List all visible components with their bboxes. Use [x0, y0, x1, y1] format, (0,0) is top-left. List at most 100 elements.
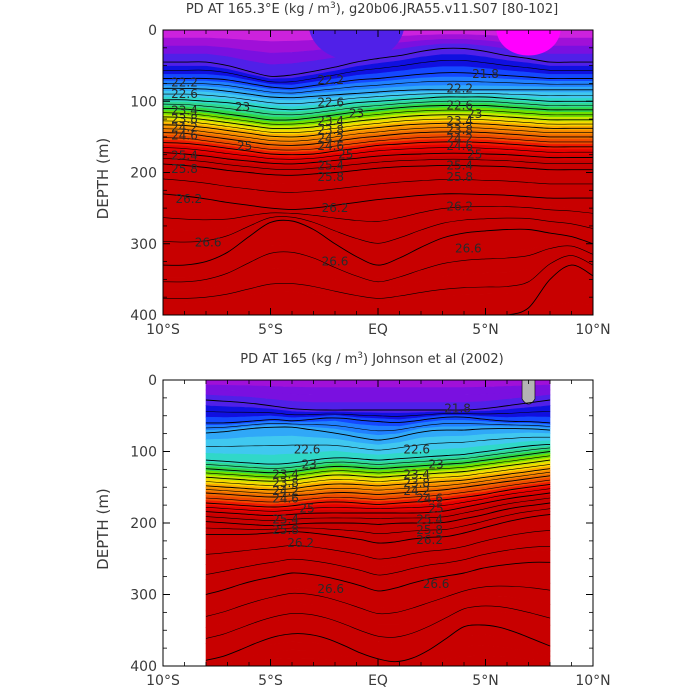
- contour-label: 26.2: [446, 200, 473, 214]
- contour-line: [205, 455, 551, 478]
- contour-line: [205, 411, 551, 417]
- y-tick-label: 300: [130, 588, 157, 604]
- x-tick-label: 10°N: [575, 673, 610, 689]
- contour-label: 22.6: [294, 442, 321, 456]
- contour-label: 26.6: [317, 582, 344, 596]
- contour-label: 21.8: [472, 67, 499, 81]
- contour-labels: 22.222.62323.423.824.224.62525.425.826.2…: [171, 67, 499, 268]
- y-tick-label: 400: [130, 308, 157, 324]
- density-contour-lines: [205, 399, 551, 663]
- contour-label: 25: [299, 502, 314, 516]
- contour-line: [205, 471, 551, 494]
- chart-title: PD AT 165 (kg / m3) Johnson et al (2002): [240, 351, 504, 367]
- contour-label: 25.4: [446, 158, 473, 172]
- contour-label: 25.4: [317, 158, 344, 172]
- contour-line: [205, 468, 551, 491]
- contour-line: [163, 93, 593, 105]
- contour-line: [205, 451, 551, 474]
- contour-label: 25: [237, 139, 252, 153]
- x-tick-label: 5°N: [472, 673, 498, 689]
- y-tick-label: 200: [130, 166, 157, 182]
- contour-label: 23.4: [272, 467, 299, 481]
- contour-line: [163, 118, 593, 134]
- contour-label: 25.8: [416, 523, 443, 537]
- surface-maximum-patch: [496, 30, 561, 56]
- contour-line: [163, 104, 593, 121]
- contour-label: 23: [349, 106, 364, 120]
- contour-line: [205, 464, 551, 486]
- contour-line: [205, 436, 551, 451]
- contour-line: [205, 475, 551, 498]
- contour-label: 26.6: [322, 255, 349, 269]
- contour-label: 23.4: [171, 104, 198, 118]
- contour-label: 24.2: [403, 484, 430, 498]
- contour-line: [163, 206, 593, 222]
- contour-label: 26.2: [416, 533, 443, 547]
- contour-label: 22.6: [403, 442, 430, 456]
- contour-label: 24.6: [317, 139, 344, 153]
- panel-model-section: 22.222.62323.423.824.224.62525.425.826.2…: [94, 1, 611, 338]
- density-band: [163, 257, 593, 315]
- contour-line: [163, 152, 593, 165]
- contour-label: 24.2: [446, 131, 473, 145]
- contour-line: [163, 87, 593, 99]
- contour-line: [163, 131, 593, 146]
- contour-label: 23.8: [317, 123, 344, 137]
- contour-line: [163, 109, 593, 125]
- contour-line: [205, 624, 551, 663]
- contour-label: 22.6: [171, 87, 198, 101]
- contour-line: [205, 605, 551, 639]
- contour-label: 25: [338, 148, 353, 162]
- contour-label: 23.4: [446, 114, 473, 128]
- x-tick-label: EQ: [368, 673, 388, 689]
- contour-label: 21.8: [444, 402, 471, 416]
- y-tick-label: 200: [130, 516, 157, 532]
- x-tick-label: 5°S: [258, 673, 283, 689]
- contour-label: 23.8: [403, 476, 430, 490]
- contour-line: [205, 443, 551, 465]
- y-tick-label: 400: [130, 659, 157, 675]
- contour-line: [205, 585, 551, 617]
- contour-label: 23.4: [403, 467, 430, 481]
- contour-line: [205, 423, 551, 432]
- axis-ticks: 10°S 5°S EQ 5°N 10°N 0 100 200 300 400: [130, 23, 610, 338]
- contour-label: 25: [428, 502, 443, 516]
- y-tick-label: 300: [130, 237, 157, 253]
- contour-label: 24.2: [272, 484, 299, 498]
- contour-label: 23.8: [446, 123, 473, 137]
- contour-label: 25.4: [272, 512, 299, 526]
- contour-label: 25.4: [171, 148, 198, 162]
- surface-minimum-patch: [309, 30, 404, 61]
- contour-label: 24.2: [317, 131, 344, 145]
- x-tick-label: EQ: [368, 322, 388, 338]
- contour-line: [205, 492, 551, 517]
- contour-line: [163, 60, 593, 83]
- contour-line: [163, 163, 593, 176]
- contour-label: 24.6: [272, 492, 299, 506]
- contour-label: 25.4: [416, 512, 443, 526]
- contour-label: 23: [428, 457, 443, 471]
- contour-line: [163, 80, 593, 94]
- contour-label: 23.4: [317, 114, 344, 128]
- missing-data-patch: [521, 380, 536, 405]
- y-axis-label: DEPTH (m): [94, 138, 112, 220]
- contour-line: [205, 530, 551, 560]
- y-tick-label: 0: [148, 23, 157, 39]
- contour-label: 25.8: [317, 170, 344, 184]
- contour-line: [163, 158, 593, 171]
- contour-label: 23: [235, 100, 250, 114]
- contour-label: 26.2: [287, 536, 314, 550]
- x-tick-label: 10°S: [146, 673, 180, 689]
- contour-label: 24.2: [171, 121, 198, 135]
- contour-line: [163, 127, 593, 142]
- contour-line: [163, 264, 593, 315]
- contour-label: 24.6: [446, 139, 473, 153]
- density-contour-lines: [163, 47, 593, 315]
- contour-line: [205, 497, 551, 521]
- contour-label: 24.6: [416, 492, 443, 506]
- contour-label: 23: [467, 107, 482, 121]
- contour-line: [163, 122, 593, 138]
- contour-label: 22.2: [317, 73, 344, 87]
- contour-line: [163, 136, 593, 151]
